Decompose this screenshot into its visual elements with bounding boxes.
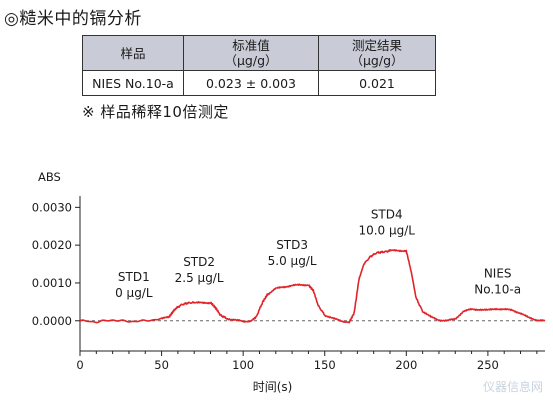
peak-label: STD3	[276, 238, 308, 252]
peak-label: 0 μg/L	[115, 286, 153, 300]
header-cell-line: 样品	[120, 45, 146, 61]
peak-label: STD4	[371, 208, 403, 222]
y-tick-label: 0.0000	[32, 314, 72, 328]
y-tick-label: 0.0010	[32, 276, 72, 290]
table-row: NIES No.10-a 0.023 ± 0.003 0.021	[82, 70, 436, 96]
header-cell-unit: （μg/g）	[224, 53, 278, 68]
peak-label: NIES	[484, 267, 512, 281]
watermark: 仪器信息网	[482, 380, 543, 394]
table-header-row: 样品 标准值 （μg/g） 测定结果 （μg/g）	[82, 35, 436, 71]
header-cell-line: 测定结果	[351, 38, 402, 53]
header-cell: 测定结果 （μg/g）	[318, 35, 436, 71]
header-cell: 标准值 （μg/g）	[183, 35, 319, 71]
header-cell-unit: （μg/g）	[350, 53, 404, 68]
peak-label: 5.0 μg/L	[268, 254, 317, 268]
y-axis-title: ABS	[38, 170, 61, 184]
table-cell-result: 0.021	[318, 70, 436, 96]
x-axis-title: 时间(s)	[253, 380, 293, 394]
signal-line	[79, 249, 546, 324]
page-title: ◎糙米中的镉分析	[4, 9, 142, 29]
header-cell-line: 标准值	[232, 38, 270, 53]
peak-label: No.10-a	[474, 283, 521, 297]
x-tick-label: 50	[154, 358, 169, 372]
dilution-note: ※ 样品稀释10倍测定	[82, 103, 229, 121]
x-tick-label: 100	[232, 358, 254, 372]
x-tick-label: 200	[395, 358, 417, 372]
table-cell-sample: NIES No.10-a	[82, 70, 184, 96]
peak-label: 2.5 μg/L	[175, 271, 224, 285]
y-tick-label: 0.0020	[32, 238, 72, 252]
results-table: 样品 标准值 （μg/g） 测定结果 （μg/g） NIES No.10-a 0.0…	[82, 35, 436, 96]
x-tick-label: 250	[477, 358, 499, 372]
peak-label: 10.0 μg/L	[358, 224, 415, 238]
peak-label: STD1	[118, 270, 150, 284]
peak-label: STD2	[183, 255, 215, 269]
x-tick-label: 0	[76, 358, 83, 372]
x-tick-label: 150	[314, 358, 336, 372]
table-cell-standard: 0.023 ± 0.003	[183, 70, 319, 96]
y-tick-label: 0.0030	[32, 200, 72, 214]
